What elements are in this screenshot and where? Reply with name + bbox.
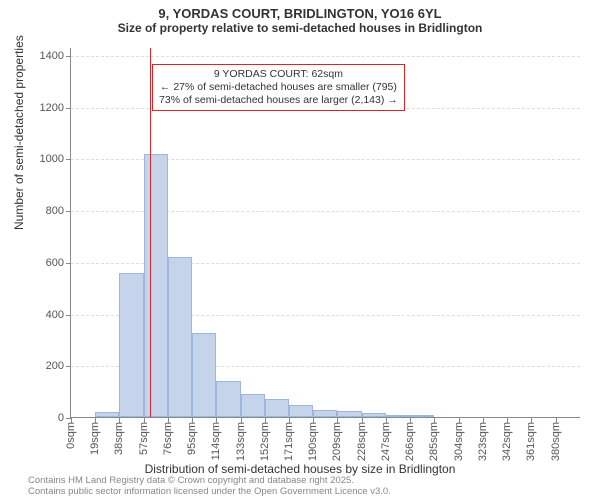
ytick-mark — [66, 159, 71, 160]
xtick-label: 38sqm — [113, 422, 125, 455]
histogram-bar — [144, 154, 168, 417]
property-marker-line — [150, 48, 151, 417]
histogram-bar — [216, 381, 240, 417]
ytick-mark — [66, 211, 71, 212]
xtick-label: 361sqm — [525, 422, 537, 461]
xtick-label: 304sqm — [453, 422, 465, 461]
histogram-plot: 02004006008001000120014000sqm19sqm38sqm5… — [70, 48, 580, 418]
histogram-bar — [119, 273, 143, 417]
histogram-bar — [410, 415, 434, 417]
ytick-mark — [66, 263, 71, 264]
annotation-box: 9 YORDAS COURT: 62sqm← 27% of semi-detac… — [152, 64, 405, 111]
histogram-bar — [95, 412, 119, 417]
ytick-mark — [66, 108, 71, 109]
chart-area: 02004006008001000120014000sqm19sqm38sqm5… — [70, 48, 580, 418]
ytick-label: 400 — [24, 309, 64, 321]
histogram-bar — [386, 415, 410, 417]
xtick-label: 323sqm — [477, 422, 489, 461]
grid-line — [71, 56, 580, 57]
histogram-bar — [362, 413, 386, 417]
y-axis-label: Number of semi-detached properties — [12, 35, 26, 230]
xtick-label: 171sqm — [283, 422, 295, 461]
xtick-label: 190sqm — [307, 422, 319, 461]
xtick-label: 209sqm — [331, 422, 343, 461]
xtick-label: 380sqm — [550, 422, 562, 461]
xtick-label: 76sqm — [162, 422, 174, 455]
chart-title-block: 9, YORDAS COURT, BRIDLINGTON, YO16 6YL S… — [0, 0, 600, 35]
footer-line-2: Contains public sector information licen… — [28, 487, 391, 498]
ytick-label: 1200 — [24, 102, 64, 114]
ytick-label: 200 — [24, 360, 64, 372]
ytick-label: 0 — [24, 412, 64, 424]
xtick-label: 0sqm — [65, 422, 77, 449]
x-axis-label: Distribution of semi-detached houses by … — [0, 462, 600, 476]
ytick-mark — [66, 366, 71, 367]
xtick-label: 247sqm — [380, 422, 392, 461]
footer-credits: Contains HM Land Registry data © Crown c… — [28, 476, 391, 498]
ytick-label: 800 — [24, 205, 64, 217]
ytick-label: 600 — [24, 257, 64, 269]
histogram-bar — [265, 399, 289, 417]
histogram-bar — [337, 411, 361, 417]
xtick-label: 342sqm — [501, 422, 513, 461]
xtick-label: 95sqm — [186, 422, 198, 455]
ytick-mark — [66, 56, 71, 57]
ytick-label: 1000 — [24, 153, 64, 165]
chart-title-main: 9, YORDAS COURT, BRIDLINGTON, YO16 6YL — [0, 6, 600, 21]
xtick-label: 228sqm — [356, 422, 368, 461]
xtick-label: 285sqm — [428, 422, 440, 461]
annotation-line: 73% of semi-detached houses are larger (… — [159, 94, 398, 107]
chart-title-sub: Size of property relative to semi-detach… — [0, 21, 600, 35]
annotation-line: ← 27% of semi-detached houses are smalle… — [159, 81, 398, 94]
xtick-label: 57sqm — [138, 422, 150, 455]
xtick-label: 133sqm — [235, 422, 247, 461]
histogram-bar — [289, 405, 313, 417]
ytick-label: 1400 — [24, 50, 64, 62]
xtick-label: 114sqm — [210, 422, 222, 460]
xtick-label: 266sqm — [404, 422, 416, 461]
histogram-bar — [168, 257, 192, 417]
annotation-line: 9 YORDAS COURT: 62sqm — [159, 68, 398, 81]
xtick-label: 152sqm — [259, 422, 271, 461]
xtick-label: 19sqm — [89, 422, 101, 455]
histogram-bar — [241, 394, 265, 417]
histogram-bar — [313, 410, 337, 417]
ytick-mark — [66, 315, 71, 316]
histogram-bar — [192, 333, 216, 417]
